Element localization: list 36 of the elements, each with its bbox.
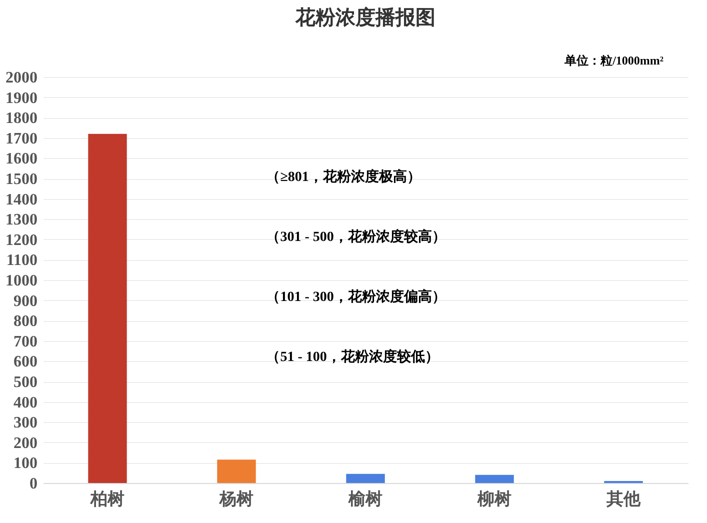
y-tick-label: 800 [14, 313, 38, 330]
y-tick-label: 300 [14, 414, 38, 432]
annotation: （101 - 300，花粉浓度偏高） [266, 288, 446, 305]
x-tick-label: 榆树 [348, 490, 382, 508]
x-tick-label: 杨树 [218, 490, 254, 508]
y-tick-label: 1100 [6, 252, 38, 270]
y-tick-label: 100 [14, 455, 38, 472]
y-tick-label: 400 [14, 394, 38, 412]
annotation: （≥801，花粉浓度极高） [266, 168, 421, 185]
chart-title: 花粉浓度播报图 [294, 6, 436, 29]
y-tick-label: 1900 [6, 90, 38, 107]
y-tick-label: 200 [14, 434, 38, 452]
annotation: （301 - 500，花粉浓度较高） [266, 228, 446, 245]
y-tick-label: 1600 [6, 150, 38, 168]
y-tick-label: 1200 [6, 232, 38, 249]
x-tick-label: 柳树 [476, 490, 512, 508]
y-axis-title: 单位：粒/1000mm² [564, 54, 664, 68]
y-tick-label: 900 [14, 292, 38, 310]
y-tick-label: 1400 [6, 191, 38, 208]
y-tick-label: 700 [14, 333, 38, 350]
bar [217, 460, 256, 483]
x-tick-label: 其他 [606, 490, 642, 508]
annotation: （51 - 100，花粉浓度较低） [266, 348, 439, 365]
y-tick-label: 1500 [6, 171, 38, 188]
x-tick-label: 柏树 [90, 490, 124, 508]
bar [346, 474, 385, 483]
y-tick-label: 500 [14, 374, 38, 391]
y-tick-label: 1800 [6, 110, 38, 128]
y-tick-label: 1000 [6, 272, 38, 290]
y-tick-label: 600 [14, 354, 38, 371]
y-tick-label: 1700 [6, 130, 38, 148]
bar [475, 474, 514, 483]
y-tick-label: 2000 [6, 70, 38, 86]
y-tick-label: 1300 [6, 212, 38, 229]
y-tick-label: 0 [30, 476, 38, 492]
bar [88, 134, 127, 483]
